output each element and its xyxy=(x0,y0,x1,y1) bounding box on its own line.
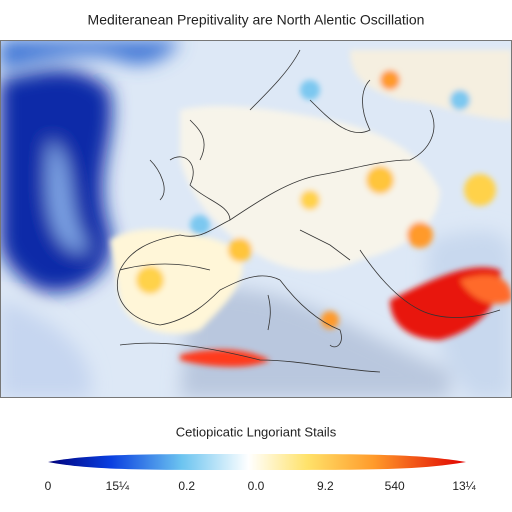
colorbar-tick-label: 13¼ xyxy=(452,479,476,493)
coastlines xyxy=(117,49,501,373)
map-title: Mediteranean Prepitivality are North Ale… xyxy=(88,12,425,28)
colorbar-tick-label: 540 xyxy=(385,479,405,493)
map xyxy=(0,40,512,398)
colorbar-tick-label: 15¼ xyxy=(106,479,130,493)
colorbar-tick-label: 0.0 xyxy=(248,479,265,493)
colorbar-tick-label: 9.2 xyxy=(317,479,334,493)
colorbar-tick-label: 0 xyxy=(45,479,52,493)
colorbar-ticks: 0 15¼ 0.2 0.0 9.2 540 13¼ xyxy=(45,479,477,493)
colorbar xyxy=(48,454,466,470)
colorbar-tick-label: 0.2 xyxy=(178,479,195,493)
colorbar-label: Cetiopicatic Lngoriant Stails xyxy=(176,424,337,439)
